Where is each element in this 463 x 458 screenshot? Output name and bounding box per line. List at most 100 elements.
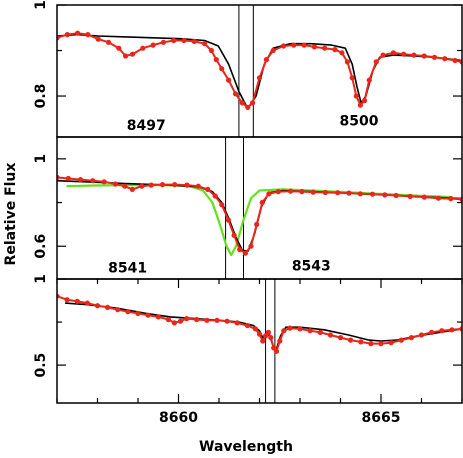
observed-point <box>184 316 190 322</box>
y-tick-label: 0.5 <box>33 353 49 378</box>
observed-point <box>322 189 328 196</box>
observed-point <box>112 181 118 187</box>
y-tick-label: 1 <box>33 0 49 10</box>
observed-point <box>237 246 243 253</box>
series-group <box>57 30 462 110</box>
panel-bottom: 1 0.5 8660 8665 <box>33 274 463 426</box>
observed-point <box>265 329 271 335</box>
observed-point <box>74 298 80 304</box>
observed-point <box>299 189 305 195</box>
y-tick-label: 1 <box>33 274 49 284</box>
observed-point <box>270 47 276 54</box>
observed-point <box>281 328 287 334</box>
observed-point <box>129 186 135 192</box>
observed-point <box>421 194 427 200</box>
observed-point <box>346 190 352 196</box>
observed-point <box>171 320 177 326</box>
observed-point <box>398 337 404 343</box>
observed-point <box>301 42 307 48</box>
observed-point <box>322 45 328 51</box>
observed-point <box>259 199 265 206</box>
observed-point <box>214 317 220 323</box>
y-axis-label: Relative Flux <box>3 163 19 266</box>
observed-point <box>275 189 281 195</box>
observed-point <box>213 57 219 63</box>
observed-point <box>248 243 254 249</box>
observed-point <box>311 44 317 50</box>
observed-point <box>411 52 417 58</box>
observed-point <box>252 326 258 332</box>
observed-point <box>357 102 363 108</box>
line-label: 8497 <box>127 118 166 134</box>
observed-point <box>268 335 274 341</box>
observed-point <box>135 310 141 316</box>
observed-point <box>85 31 91 38</box>
observed-point <box>429 329 435 335</box>
observed-point <box>90 178 96 184</box>
observed-point <box>439 328 445 334</box>
observed-point <box>75 30 81 36</box>
observed-point <box>366 77 372 83</box>
panel-top: 1 0.8 8497 8500 <box>33 0 463 138</box>
observed-point <box>140 45 146 51</box>
y-tick-label: 1 <box>33 154 49 164</box>
observed-point <box>361 98 368 104</box>
observed-point <box>335 190 341 196</box>
series-group <box>57 293 462 354</box>
observed-point <box>155 314 161 320</box>
observed-point <box>191 38 197 45</box>
observed-point <box>95 36 101 42</box>
line-label: 8541 <box>108 260 147 276</box>
observed-point <box>280 43 287 49</box>
observed-point <box>245 104 251 110</box>
observed-point <box>449 327 455 333</box>
observed-point <box>226 77 232 83</box>
observed-point <box>244 322 250 329</box>
observed-point <box>65 175 71 182</box>
observed-point <box>369 191 376 197</box>
observed-point <box>204 317 210 323</box>
observed-point <box>452 57 458 64</box>
y-tick-label: 0.6 <box>33 234 49 259</box>
observed-point <box>139 183 145 189</box>
observed-point <box>297 326 303 332</box>
observed-point <box>129 51 136 57</box>
series-group <box>57 174 462 257</box>
observed-point <box>388 340 394 346</box>
observed-point <box>332 47 338 53</box>
observed-point <box>393 192 399 199</box>
series-observed-line <box>57 176 462 255</box>
observed-point <box>435 195 442 201</box>
observed-point <box>165 316 171 323</box>
observed-point <box>181 37 187 44</box>
observed-point <box>160 39 166 45</box>
observed-point <box>77 177 84 183</box>
x-tick-label: 8665 <box>362 410 401 426</box>
observed-point <box>194 316 200 323</box>
observed-point <box>208 47 214 54</box>
observed-point <box>171 37 177 44</box>
observed-point <box>260 338 266 344</box>
panel-middle: 1 0.6 8541 8543 <box>33 136 463 280</box>
observed-point <box>231 232 237 238</box>
observed-point <box>122 183 128 189</box>
observed-point <box>234 320 240 326</box>
observed-point <box>239 100 245 106</box>
series-observed-line <box>57 32 462 109</box>
observed-point <box>105 39 112 45</box>
observed-point <box>254 221 260 227</box>
observed-point <box>172 182 178 188</box>
observed-point <box>202 41 208 47</box>
observed-point <box>195 183 201 189</box>
panel-frame <box>56 4 463 138</box>
observed-point <box>317 329 323 335</box>
observed-point <box>442 56 448 62</box>
observed-point <box>357 191 363 197</box>
observed-point <box>64 297 70 303</box>
observed-point <box>205 186 211 192</box>
observed-point <box>390 50 396 56</box>
observed-point <box>115 307 121 313</box>
observed-point <box>273 348 280 354</box>
observed-point <box>344 59 350 65</box>
observed-point <box>277 338 283 344</box>
